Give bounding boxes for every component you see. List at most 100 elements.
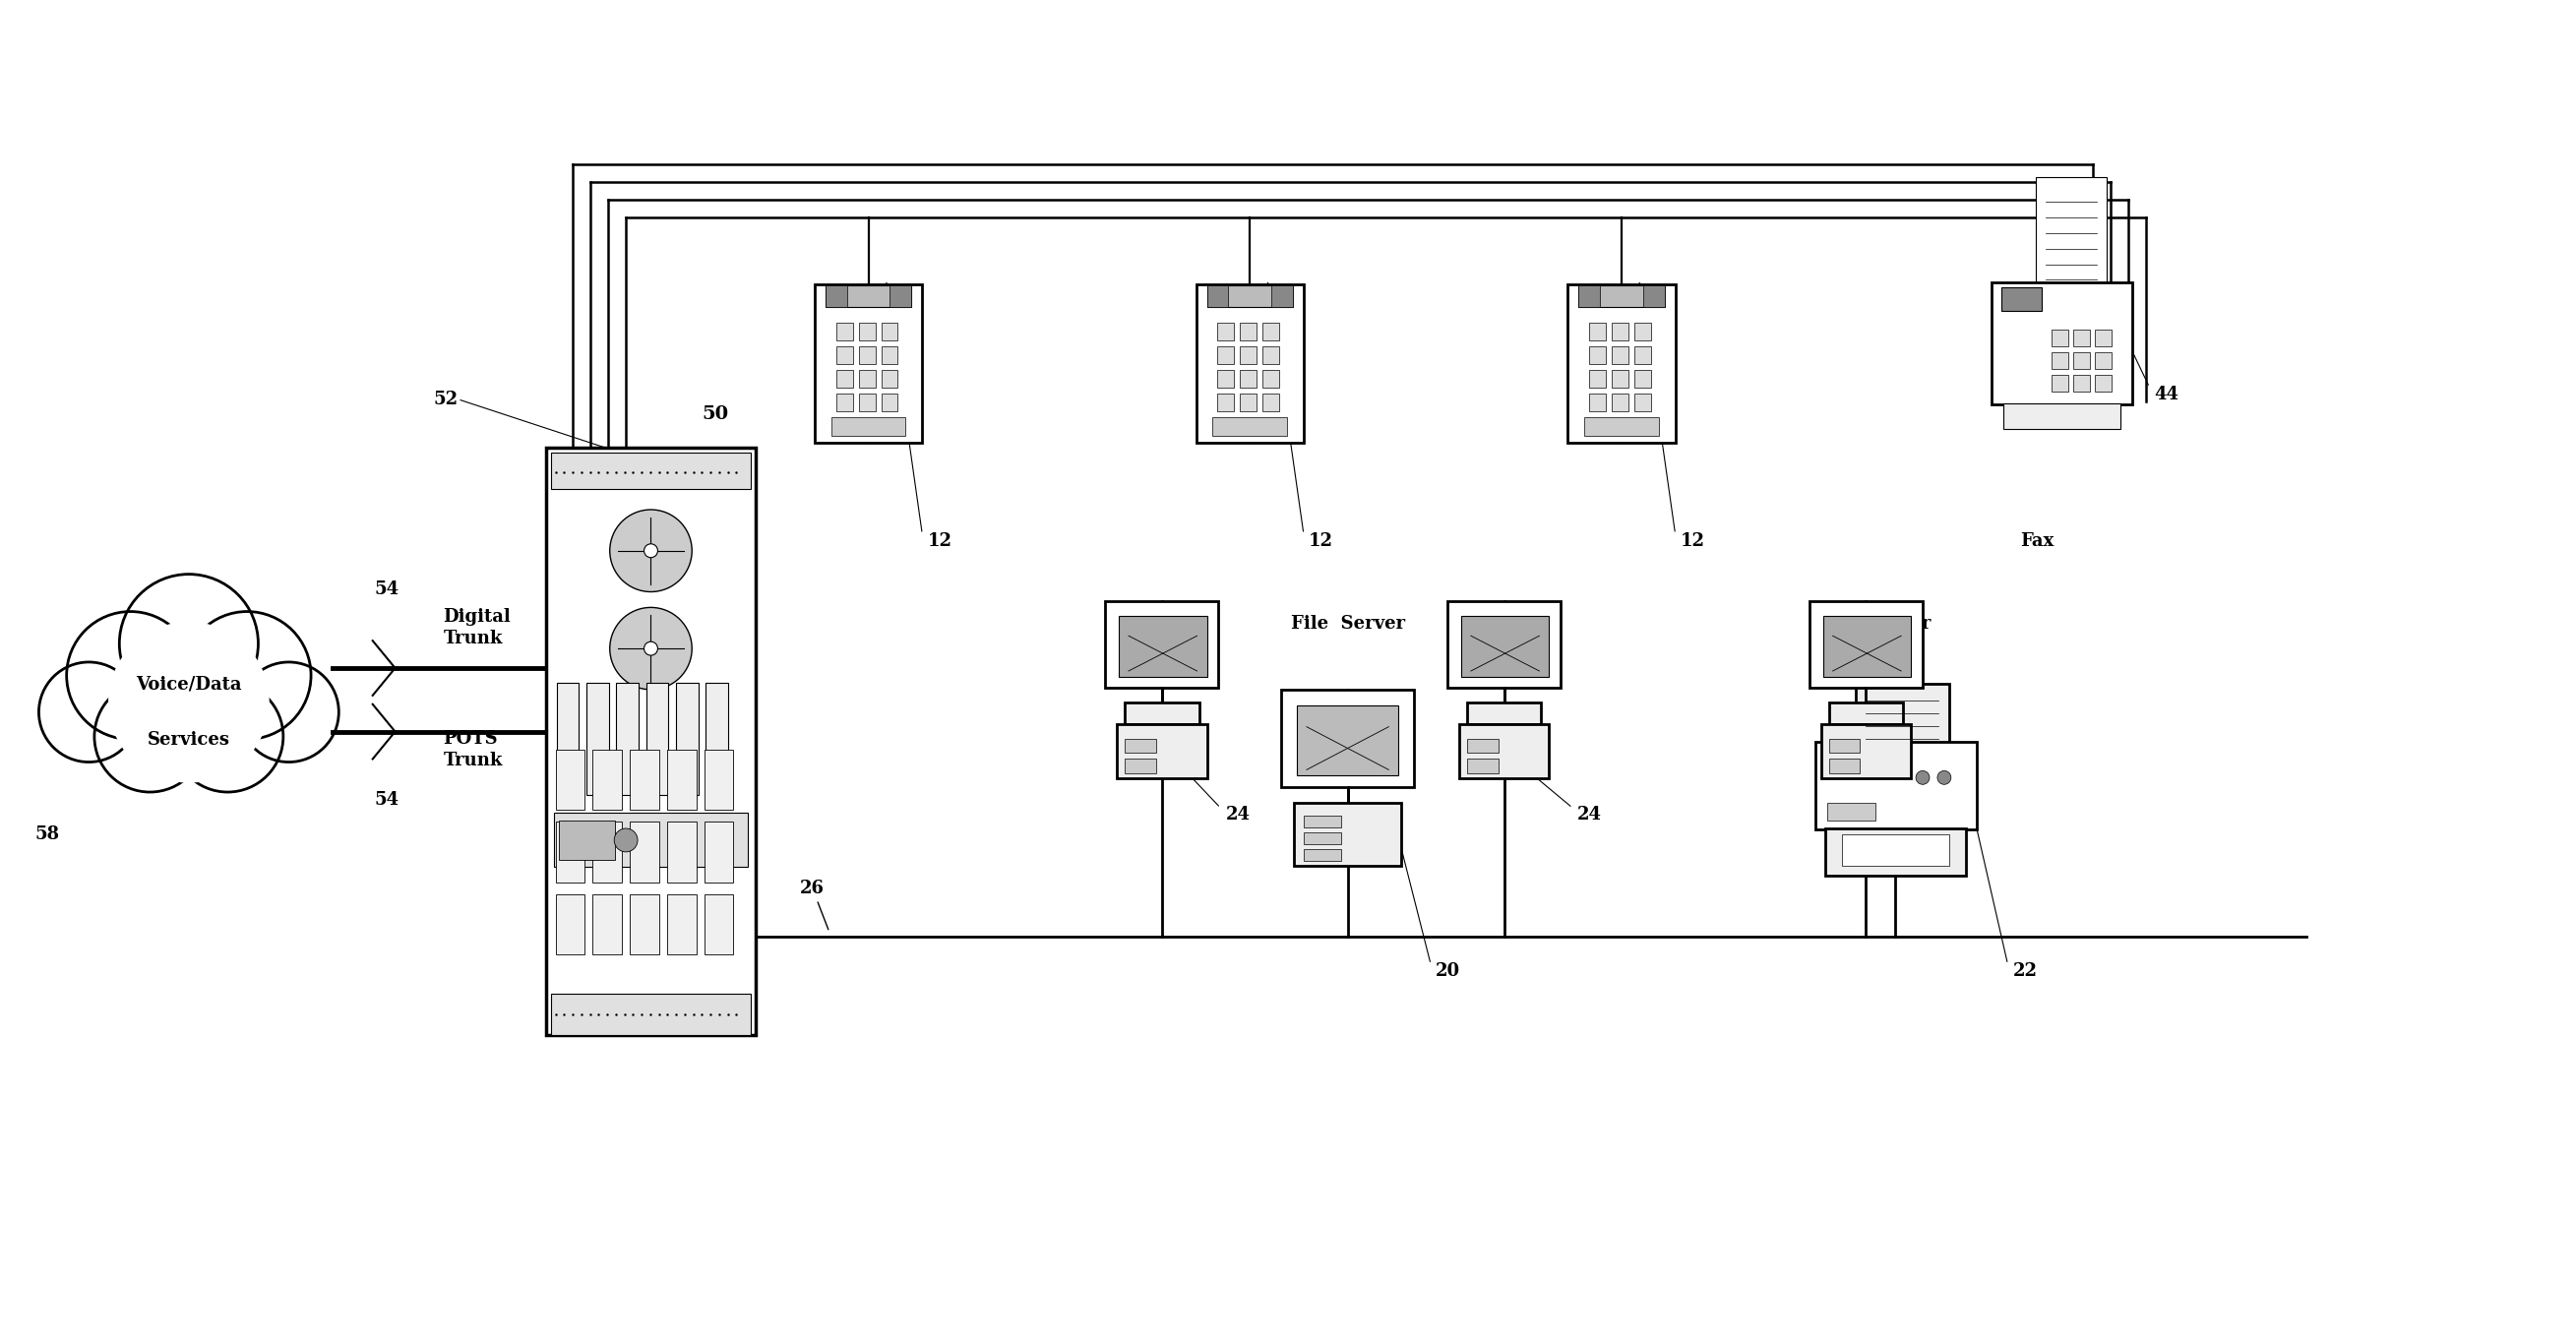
Text: 50: 50 — [703, 405, 729, 423]
Text: 52: 52 — [433, 391, 459, 408]
FancyBboxPatch shape — [2050, 374, 2069, 392]
FancyBboxPatch shape — [1126, 738, 1157, 753]
FancyBboxPatch shape — [556, 894, 585, 954]
Text: 54: 54 — [374, 792, 399, 809]
FancyBboxPatch shape — [1273, 286, 1293, 307]
FancyBboxPatch shape — [1262, 346, 1280, 364]
FancyBboxPatch shape — [1633, 370, 1651, 388]
FancyBboxPatch shape — [1458, 723, 1548, 778]
FancyBboxPatch shape — [858, 393, 876, 411]
FancyBboxPatch shape — [631, 821, 659, 882]
FancyBboxPatch shape — [1262, 370, 1280, 388]
Text: 24: 24 — [1577, 805, 1602, 824]
FancyBboxPatch shape — [1218, 323, 1234, 341]
Text: File  Server: File Server — [1291, 615, 1404, 633]
FancyBboxPatch shape — [667, 821, 696, 882]
Text: 22: 22 — [2012, 962, 2038, 980]
FancyBboxPatch shape — [1105, 601, 1218, 687]
FancyBboxPatch shape — [647, 683, 667, 796]
FancyBboxPatch shape — [2094, 330, 2112, 346]
FancyBboxPatch shape — [1303, 832, 1342, 844]
FancyBboxPatch shape — [675, 683, 698, 796]
FancyBboxPatch shape — [1218, 370, 1234, 388]
Text: 24: 24 — [1940, 805, 1963, 824]
FancyBboxPatch shape — [1466, 738, 1499, 753]
FancyBboxPatch shape — [837, 393, 853, 411]
FancyBboxPatch shape — [556, 821, 585, 882]
FancyBboxPatch shape — [1643, 286, 1664, 307]
Text: Voice/Data: Voice/Data — [137, 676, 242, 694]
FancyBboxPatch shape — [667, 894, 696, 954]
Text: 12: 12 — [927, 531, 951, 550]
Circle shape — [95, 680, 206, 792]
Text: Fax: Fax — [2020, 531, 2053, 550]
FancyBboxPatch shape — [1633, 323, 1651, 341]
Text: 12: 12 — [1309, 531, 1334, 550]
FancyBboxPatch shape — [703, 749, 734, 809]
FancyBboxPatch shape — [2002, 287, 2043, 311]
FancyBboxPatch shape — [1118, 616, 1206, 676]
FancyBboxPatch shape — [824, 286, 912, 307]
Circle shape — [644, 544, 657, 557]
FancyBboxPatch shape — [1461, 616, 1548, 676]
FancyBboxPatch shape — [592, 894, 621, 954]
FancyBboxPatch shape — [1213, 417, 1288, 436]
FancyBboxPatch shape — [1293, 803, 1401, 866]
Circle shape — [173, 680, 283, 792]
FancyBboxPatch shape — [814, 285, 922, 443]
FancyBboxPatch shape — [1280, 690, 1414, 788]
Text: Services: Services — [147, 730, 229, 749]
FancyBboxPatch shape — [592, 749, 621, 809]
FancyBboxPatch shape — [1589, 323, 1605, 341]
FancyBboxPatch shape — [1589, 346, 1605, 364]
FancyBboxPatch shape — [1579, 286, 1664, 307]
FancyBboxPatch shape — [837, 346, 853, 364]
FancyBboxPatch shape — [1613, 346, 1628, 364]
FancyBboxPatch shape — [1126, 702, 1198, 723]
FancyBboxPatch shape — [1303, 849, 1342, 860]
Text: 58: 58 — [36, 825, 59, 843]
FancyBboxPatch shape — [832, 417, 907, 436]
FancyBboxPatch shape — [858, 370, 876, 388]
Text: Digital
Trunk: Digital Trunk — [443, 608, 510, 648]
Text: 20: 20 — [1435, 962, 1461, 980]
Text: 44: 44 — [2154, 385, 2179, 403]
FancyBboxPatch shape — [667, 749, 696, 809]
FancyBboxPatch shape — [1633, 346, 1651, 364]
FancyBboxPatch shape — [2035, 177, 2107, 287]
FancyBboxPatch shape — [858, 323, 876, 341]
FancyBboxPatch shape — [1239, 346, 1257, 364]
FancyBboxPatch shape — [1584, 417, 1659, 436]
Text: Printer: Printer — [1860, 615, 1932, 633]
FancyBboxPatch shape — [1821, 723, 1911, 778]
FancyBboxPatch shape — [616, 683, 639, 796]
FancyBboxPatch shape — [1589, 370, 1605, 388]
FancyBboxPatch shape — [1239, 393, 1257, 411]
FancyBboxPatch shape — [1633, 393, 1651, 411]
Text: POTS
Trunk: POTS Trunk — [443, 730, 502, 770]
FancyBboxPatch shape — [1239, 370, 1257, 388]
Circle shape — [644, 641, 657, 655]
FancyBboxPatch shape — [706, 683, 729, 796]
FancyBboxPatch shape — [1824, 616, 1911, 676]
FancyBboxPatch shape — [631, 749, 659, 809]
FancyBboxPatch shape — [881, 323, 899, 341]
FancyBboxPatch shape — [1589, 393, 1605, 411]
FancyBboxPatch shape — [556, 749, 585, 809]
FancyBboxPatch shape — [1826, 803, 1875, 820]
Text: 26: 26 — [801, 879, 829, 930]
FancyBboxPatch shape — [1466, 702, 1540, 723]
FancyBboxPatch shape — [881, 346, 899, 364]
FancyBboxPatch shape — [703, 894, 734, 954]
FancyBboxPatch shape — [889, 286, 912, 307]
Text: 12: 12 — [1680, 531, 1705, 550]
FancyBboxPatch shape — [2050, 330, 2069, 346]
FancyBboxPatch shape — [2074, 374, 2089, 392]
FancyBboxPatch shape — [1829, 738, 1860, 753]
FancyBboxPatch shape — [559, 820, 616, 860]
FancyBboxPatch shape — [1303, 816, 1342, 828]
Circle shape — [67, 612, 193, 739]
FancyBboxPatch shape — [1613, 393, 1628, 411]
FancyBboxPatch shape — [1857, 683, 1950, 745]
FancyBboxPatch shape — [2074, 330, 2089, 346]
